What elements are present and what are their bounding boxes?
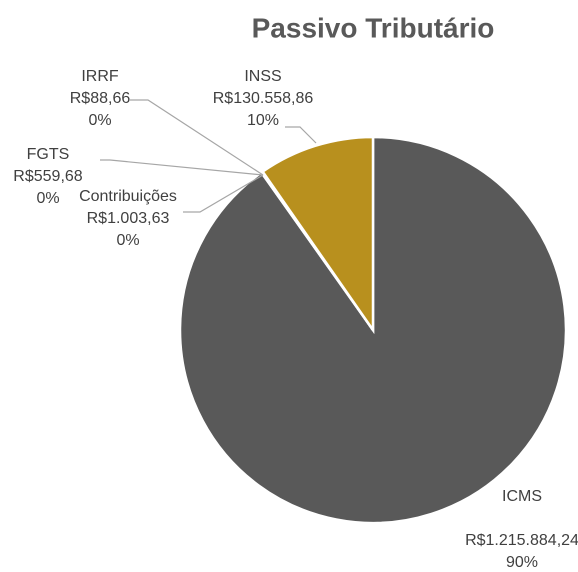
leader-line — [100, 159, 264, 176]
slice-label: IRRF — [81, 68, 119, 85]
slice-label: Contribuições — [79, 188, 177, 205]
slice-value-label: R$559,68 — [13, 168, 82, 185]
slice-percent-label: 0% — [88, 112, 111, 129]
leader-line — [183, 174, 264, 213]
slice-percent-label: 90% — [506, 554, 538, 571]
chart-title: Passivo Tributário — [252, 12, 495, 43]
slice-value-label: R$130.558,86 — [213, 90, 314, 107]
slice-percent-label: 0% — [116, 232, 139, 249]
slice-label: INSS — [244, 68, 281, 85]
pie-slice — [260, 135, 375, 334]
slice-percent-label: 0% — [36, 190, 59, 207]
slice-value-label: R$88,66 — [70, 90, 131, 107]
slice-percent-label: 10% — [247, 112, 279, 129]
slice-value-label: R$1.003,63 — [87, 210, 170, 227]
slice-label: FGTS — [27, 146, 70, 163]
leader-line — [285, 126, 317, 144]
slice-value-label: R$1.215.884,24 — [465, 532, 578, 549]
slice-label: ICMS — [502, 488, 542, 505]
leader-line — [130, 99, 264, 176]
